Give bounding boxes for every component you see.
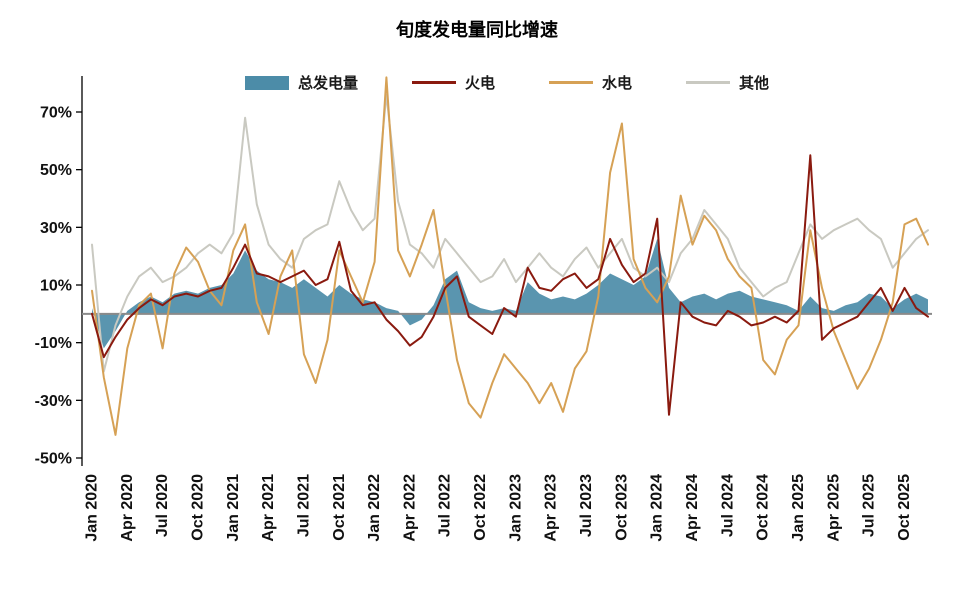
legend-area-swatch [244,75,289,90]
x-tick-label: Oct 2024 [755,474,772,541]
legend-item-2: 水电 [549,72,632,93]
chart-title: 旬度发电量同比增速 [396,20,558,40]
x-tick-label: Jan 2022 [366,474,383,542]
x-tick-label: Oct 2020 [189,474,206,541]
x-tick-label: Jul 2021 [295,474,312,537]
x-tick-label: Jul 2024 [719,474,736,537]
legend-label: 火电 [464,75,495,92]
legend-line-swatch [686,81,731,84]
x-tick-label: Jul 2025 [861,474,878,537]
series-line-3 [91,93,929,373]
series-area-total [92,238,928,349]
x-tick-label: Jul 2020 [154,474,171,537]
y-tick-label: -50% [35,451,72,468]
x-tick-label: Jul 2023 [578,474,595,537]
legend-item-0: 总发电量 [244,72,358,93]
x-tick-label: Jan 2025 [790,474,807,542]
x-tick-label: Jul 2022 [437,474,454,537]
x-tick-label: Apr 2025 [825,474,842,542]
legend-line-swatch [549,81,593,84]
x-tick-label: Oct 2025 [896,474,913,541]
legend-item-3: 其他 [686,72,769,93]
x-tick-label: Jan 2020 [84,474,101,542]
legend-label: 其他 [739,75,770,92]
x-tick-label: Apr 2021 [260,474,277,542]
x-tick-label: Apr 2022 [401,474,418,542]
x-tick-label: Jan 2024 [649,474,666,542]
legend-label: 总发电量 [297,75,358,92]
x-tick-label: Apr 2024 [684,474,701,542]
x-tick-label: Oct 2023 [613,474,630,541]
y-tick-label: 30% [40,220,72,237]
x-tick-label: Jan 2021 [225,474,242,542]
y-tick-label: -10% [35,335,72,352]
legend-item-1: 火电 [411,72,495,93]
chart-legend: 总发电量 火电 水电 其他 [82,72,932,93]
x-tick-label: Apr 2020 [119,474,136,542]
x-tick-label: Jan 2023 [507,474,524,542]
legend-line-swatch [411,81,456,84]
y-tick-label: -30% [35,393,72,410]
series-line-2 [91,76,929,436]
x-tick-label: Oct 2022 [472,474,489,541]
y-tick-label: 50% [40,162,72,179]
x-tick-label: Oct 2021 [331,474,348,541]
y-tick-label: 70% [40,105,72,122]
legend-label: 水电 [602,75,633,92]
series-line-1 [91,154,929,416]
x-tick-label: Apr 2023 [543,474,560,542]
y-tick-label: 10% [40,278,72,295]
